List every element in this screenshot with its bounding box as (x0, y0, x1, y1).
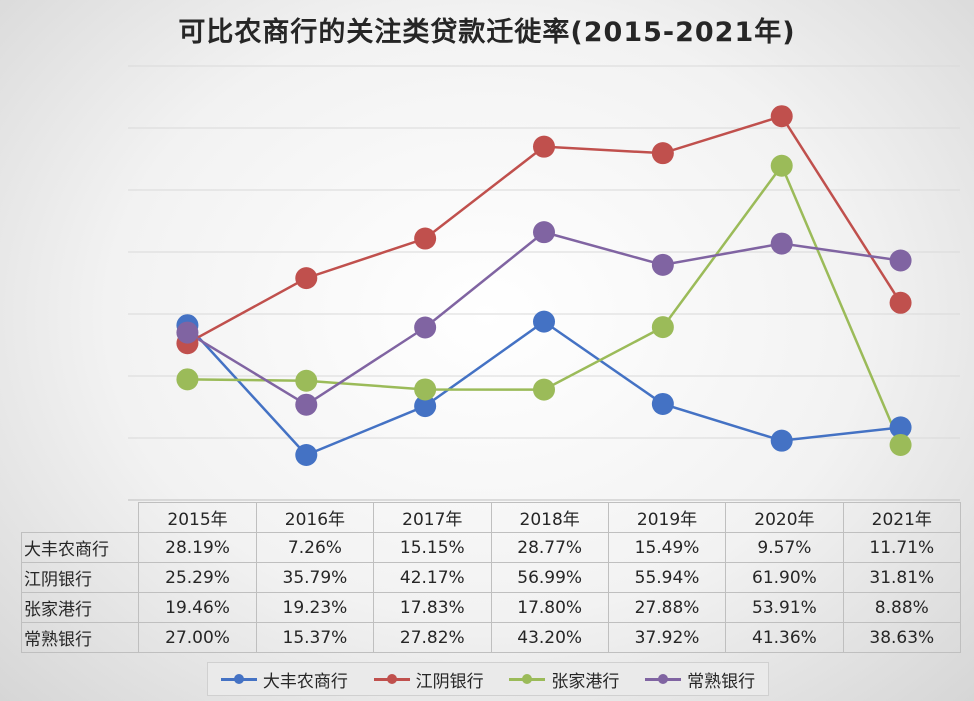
data-table-corner (21, 502, 140, 533)
data-table-cell: 19.46% (138, 592, 257, 623)
data-point-0-4 (651, 392, 674, 415)
data-table-cell: 28.77% (490, 532, 609, 563)
data-table-cell: 55.94% (607, 562, 727, 593)
data-table-year: 2020年 (725, 502, 844, 533)
data-point-3-4 (651, 253, 674, 276)
data-table-header-row: 2015年 2016年 2017年 2018年 2019年 2020年 2021年 (21, 502, 962, 533)
data-point-2-1 (295, 369, 318, 392)
data-table-cell: 17.83% (373, 592, 492, 623)
data-table-row: 常熟银行 27.00% 15.37% 27.82% 43.20% 37.92% 41.36%… (20, 622, 962, 653)
data-table-cell: 38.63% (842, 622, 962, 653)
data-point-1-6 (889, 291, 912, 314)
data-table-row: 江阴银行 25.29% 35.79% 42.17% 56.99% 55.94% 61.90%… (20, 562, 962, 593)
gridlines (128, 65, 960, 501)
data-table-cell: 7.26% (255, 532, 375, 563)
data-point-0-1 (295, 443, 318, 466)
chart-title: 可比农商行的关注类贷款迁徙率(2015-2021年) (178, 17, 796, 48)
data-table-cell: 17.80% (490, 592, 609, 623)
data-table-cell: 35.79% (255, 562, 375, 593)
data-point-0-5 (770, 429, 793, 452)
legend-item: 江阴银行 (373, 667, 484, 692)
legend-label: 常熟银行 (687, 671, 756, 692)
data-table-cell: 31.81% (842, 562, 962, 593)
data-table-row: 大丰农商行 28.19% 7.26% 15.15% 28.77% 15.49% 9.57% 1… (20, 532, 962, 563)
data-point-2-5 (770, 154, 793, 177)
legend-swatch (220, 673, 257, 685)
legend-swatch (373, 673, 410, 685)
data-table-year: 2019年 (607, 502, 727, 533)
data-table-cell: 43.20% (490, 622, 609, 653)
data-point-3-3 (533, 221, 555, 244)
data-table-cell: 56.99% (490, 562, 609, 593)
data-table-cell: 53.91% (725, 592, 844, 623)
data-table-cell: 8.88% (842, 592, 962, 623)
data-table-cell: 41.36% (725, 622, 844, 653)
data-table-series-name: 张家港行 (20, 592, 140, 623)
data-table-cell: 28.19% (138, 532, 257, 563)
data-point-3-0 (176, 321, 199, 344)
data-table-cell: 27.88% (607, 592, 727, 623)
data-point-1-1 (295, 267, 318, 290)
data-point-2-2 (414, 378, 437, 401)
data-table-cell: 61.90% (725, 562, 844, 593)
data-table-row: 张家港行 19.46% 19.23% 17.83% 17.80% 27.88% 53.91%… (20, 592, 962, 623)
data-point-0-3 (533, 310, 555, 333)
plot-area (128, 65, 960, 501)
data-table-cell: 42.17% (373, 562, 492, 593)
data-table-year: 2017年 (373, 502, 492, 533)
data-point-3-6 (889, 249, 912, 272)
data-table-year: 2015年 (138, 502, 257, 533)
legend-label: 大丰农商行 (262, 671, 348, 692)
data-point-2-4 (651, 316, 674, 339)
data-table-series-name: 江阴银行 (20, 562, 140, 593)
data-table-cell: 11.71% (842, 532, 962, 563)
data-table-cell: 25.29% (138, 562, 257, 593)
legend-item: 常熟银行 (645, 667, 755, 692)
legend-item: 大丰农商行 (220, 667, 348, 692)
legend-label: 张家港行 (551, 671, 620, 692)
legend-swatch (645, 673, 682, 685)
legend-item: 张家港行 (509, 667, 619, 692)
data-point-1-2 (414, 227, 437, 250)
data-point-2-0 (176, 368, 199, 391)
data-table-cell: 37.92% (607, 622, 727, 653)
data-table-year: 2021年 (842, 502, 962, 533)
data-table-cell: 15.37% (255, 622, 375, 653)
legend: 大丰农商行 江阴银行 张家港行 常熟银行 (207, 662, 769, 696)
data-table-cell: 15.49% (607, 532, 727, 563)
data-table-cell: 27.00% (138, 622, 257, 653)
series-markers (176, 105, 912, 466)
data-point-3-1 (295, 393, 318, 416)
data-table-cell: 27.82% (373, 622, 492, 653)
data-point-0-2 (414, 395, 437, 418)
data-point-2-3 (533, 378, 555, 401)
data-table-year: 2018年 (490, 502, 609, 533)
data-point-1-3 (533, 135, 555, 158)
data-point-1-5 (770, 105, 793, 128)
data-point-2-6 (889, 433, 912, 456)
data-table-cell: 15.15% (373, 532, 492, 563)
data-point-1-4 (651, 142, 674, 165)
legend-swatch (509, 673, 546, 685)
legend-label: 江阴银行 (415, 671, 484, 692)
data-table-year: 2016年 (255, 502, 375, 533)
data-point-0-6 (889, 416, 912, 439)
data-table-series-name: 常熟银行 (20, 622, 140, 653)
data-point-3-5 (770, 232, 793, 255)
data-point-3-2 (414, 316, 437, 339)
series-lines (186, 114, 902, 457)
data-table-cell: 19.23% (255, 592, 375, 623)
data-table-series-name: 大丰农商行 (20, 532, 140, 563)
data-table: 2015年 2016年 2017年 2018年 2019年 2020年 2021年 大丰农商… (20, 502, 962, 653)
series-line-2 (187, 163, 902, 446)
data-table-cell: 9.57% (725, 532, 844, 563)
